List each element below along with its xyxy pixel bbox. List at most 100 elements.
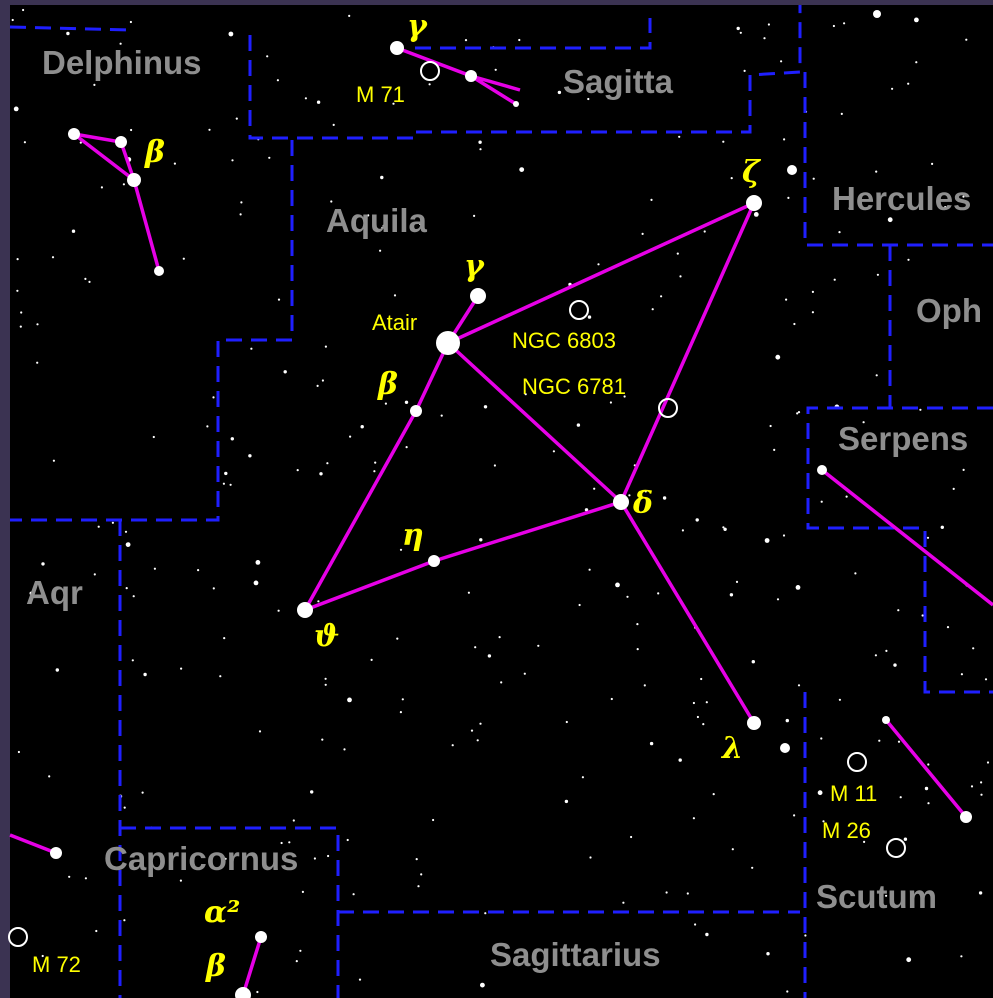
background-star bbox=[519, 167, 525, 173]
background-star bbox=[578, 603, 581, 607]
background-star bbox=[479, 538, 483, 542]
background-star bbox=[500, 681, 503, 684]
background-star bbox=[480, 982, 485, 988]
background-star bbox=[470, 729, 474, 732]
background-star bbox=[479, 722, 482, 725]
background-star bbox=[962, 195, 965, 198]
background-star bbox=[518, 38, 521, 42]
star bbox=[882, 716, 890, 724]
background-star bbox=[679, 275, 682, 278]
background-star bbox=[321, 379, 324, 382]
background-star bbox=[384, 402, 387, 405]
background-star bbox=[584, 508, 589, 512]
star bbox=[747, 716, 761, 730]
background-star bbox=[751, 660, 755, 664]
background-star bbox=[224, 857, 227, 860]
background-star bbox=[897, 609, 900, 612]
background-star bbox=[773, 448, 776, 451]
star-label: β bbox=[205, 949, 226, 984]
background-star bbox=[897, 740, 901, 743]
background-star bbox=[962, 468, 965, 471]
background-star bbox=[17, 750, 20, 754]
constellation-label: Capricornus bbox=[104, 840, 298, 877]
star-label: β bbox=[377, 367, 398, 402]
star bbox=[873, 10, 881, 18]
background-star bbox=[735, 580, 739, 584]
background-star bbox=[222, 482, 225, 485]
background-star bbox=[763, 37, 766, 40]
background-star bbox=[780, 60, 783, 63]
star bbox=[817, 465, 827, 475]
background-star bbox=[283, 370, 287, 374]
background-star bbox=[332, 123, 335, 126]
background-star bbox=[228, 31, 234, 37]
background-star bbox=[650, 198, 653, 201]
boundary bbox=[415, 18, 652, 50]
background-star bbox=[589, 856, 592, 859]
background-star bbox=[946, 626, 950, 629]
background-star bbox=[317, 600, 320, 603]
background-star bbox=[665, 891, 668, 894]
background-star bbox=[885, 649, 888, 653]
background-star bbox=[893, 663, 897, 667]
background-star bbox=[253, 580, 259, 586]
background-star bbox=[123, 919, 126, 922]
background-star bbox=[231, 159, 234, 162]
background-star bbox=[360, 425, 364, 429]
background-star bbox=[952, 487, 955, 490]
background-star bbox=[736, 26, 740, 31]
background-star bbox=[785, 718, 789, 723]
figures bbox=[9, 46, 993, 996]
background-star bbox=[36, 323, 39, 326]
background-star bbox=[66, 31, 70, 36]
background-star bbox=[766, 952, 770, 956]
background-star bbox=[820, 737, 823, 740]
background-star bbox=[299, 949, 302, 952]
background-star bbox=[484, 912, 487, 915]
object-label: M 71 bbox=[356, 82, 405, 107]
background-star bbox=[100, 186, 103, 189]
background-star bbox=[622, 901, 625, 904]
background-star bbox=[258, 730, 262, 733]
background-star bbox=[180, 667, 183, 670]
star bbox=[428, 555, 440, 567]
background-star bbox=[643, 684, 646, 687]
background-star bbox=[51, 256, 55, 259]
background-star bbox=[256, 990, 259, 994]
constellation-labels: Delphinus Sagitta Aquila Hercules Oph Se… bbox=[26, 44, 982, 973]
background-star bbox=[610, 697, 613, 701]
background-star bbox=[875, 170, 878, 173]
background-star bbox=[84, 877, 87, 880]
background-star bbox=[899, 796, 902, 799]
background-star bbox=[694, 923, 697, 926]
background-star bbox=[644, 490, 647, 493]
star bbox=[465, 70, 477, 82]
constellation-label: Scutum bbox=[816, 878, 937, 915]
background-star bbox=[123, 806, 126, 809]
star-label: ϑ bbox=[314, 619, 339, 654]
background-star bbox=[769, 424, 772, 428]
background-star bbox=[41, 562, 45, 566]
background-star bbox=[352, 893, 355, 896]
background-star bbox=[628, 494, 631, 497]
background-star bbox=[636, 623, 639, 626]
background-star bbox=[649, 741, 654, 746]
background-star bbox=[875, 374, 878, 377]
background-star bbox=[111, 521, 114, 524]
background-star bbox=[907, 258, 910, 261]
background-star bbox=[581, 776, 585, 779]
cluster bbox=[420, 61, 440, 81]
constellation-label: Aquila bbox=[326, 202, 427, 239]
background-star bbox=[705, 932, 709, 937]
star-label: β bbox=[144, 135, 165, 170]
background-star bbox=[250, 347, 253, 350]
background-star bbox=[405, 446, 408, 449]
deep-sky-objects bbox=[8, 61, 906, 947]
boundary bbox=[803, 245, 993, 998]
background-star bbox=[817, 790, 823, 796]
background-star bbox=[722, 140, 725, 143]
background-star bbox=[822, 820, 825, 823]
background-star bbox=[55, 668, 59, 672]
background-star bbox=[783, 138, 786, 141]
